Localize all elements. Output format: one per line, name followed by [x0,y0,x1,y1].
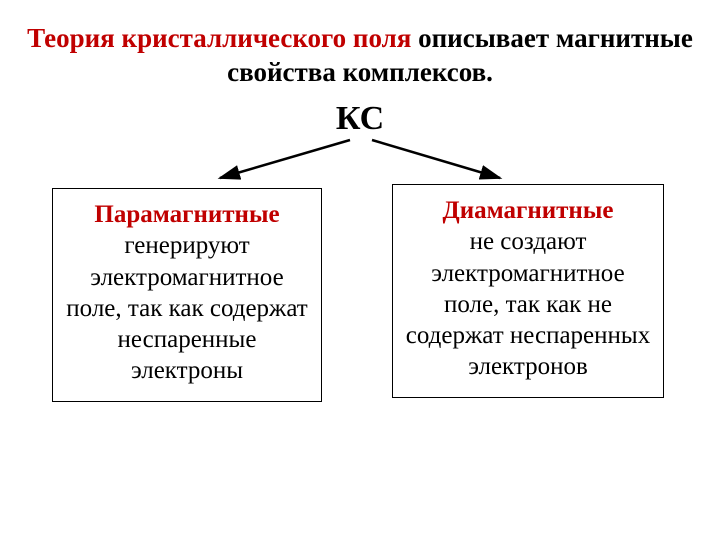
node-heading: Диамагнитные [401,195,655,226]
edge-left [220,140,350,178]
page-title: Теория кристаллического поля описывает м… [0,22,720,90]
root-node-label: КС [0,100,720,138]
node-heading: Парамагнитные [61,199,313,230]
title-highlight: Теория кристаллического поля [27,23,411,53]
node-diamagnetic: Диамагнитные не создают электромагнитное… [392,184,664,398]
node-paramagnetic: Парамагнитные генерируют электромагнитно… [52,188,322,402]
node-body: генерируют электромагнитное поле, так ка… [66,232,307,384]
edge-right [372,140,500,178]
node-body: не создают электромагнитное поле, так ка… [406,228,650,380]
tree-edges [180,134,540,184]
